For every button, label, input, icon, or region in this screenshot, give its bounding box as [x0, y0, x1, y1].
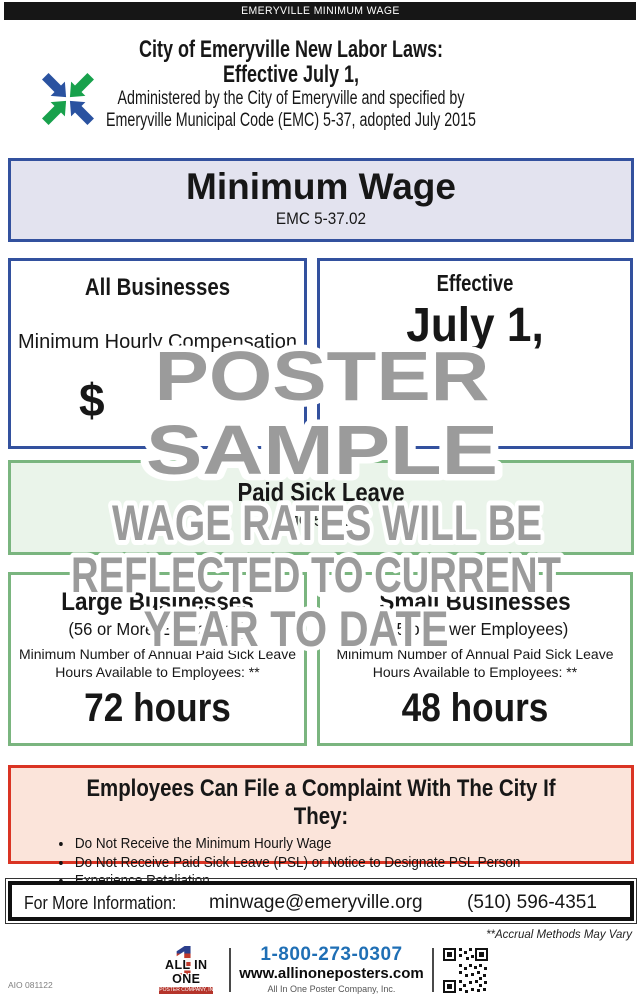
top-title-bar: EMERYVILLE MINIMUM WAGE	[4, 2, 636, 20]
footer-divider	[431, 948, 434, 992]
small-businesses-box: Small Businesses (55 or Fewer Employees)…	[317, 572, 633, 746]
complaint-bullet: Do Not Receive the Minimum Hourly Wage	[73, 835, 592, 854]
emeryville-logo-icon	[42, 73, 94, 125]
header-subtitle-line1: Administered by the City of Emeryville a…	[117, 88, 465, 109]
small-businesses-title: Small Businesses	[379, 588, 571, 616]
effective-date-box: Effective July 1,	[317, 258, 633, 449]
more-information-bar: For More Information: minwage@emeryville…	[5, 878, 637, 924]
psl-hours-label-line2: Hours Available to Employees: **	[55, 664, 260, 680]
small-businesses-hours-value: 48 hours	[401, 686, 549, 730]
complaint-bullet: Do Not Receive Paid Sick Leave (PSL) or …	[73, 854, 592, 873]
minimum-wage-header-box: Minimum Wage EMC 5-37.02	[8, 158, 634, 242]
paid-sick-leave-code: EMC 5-37.03	[275, 511, 367, 530]
allinone-logo-banner: POSTER COMPANY, INC.	[159, 987, 214, 994]
small-businesses-subtitle: (55 or Fewer Employees)	[381, 619, 569, 639]
publisher-company: All In One Poster Company, Inc.	[267, 983, 396, 994]
minimum-wage-code: EMC 5-37.02	[275, 208, 367, 228]
top-bar-title: EMERYVILLE MINIMUM WAGE	[240, 5, 400, 17]
large-businesses-hours-value: 72 hours	[84, 686, 231, 730]
header-title-line1: City of Emeryville New Labor Laws:	[138, 36, 444, 63]
large-businesses-box: Large Businesses (56 or More Employees) …	[8, 572, 307, 746]
paid-sick-leave-title: Paid Sick Leave	[237, 477, 405, 507]
complaint-title: Employees Can File a Complaint With The …	[86, 775, 556, 830]
allinone-logo-text: ALL IN ONE	[165, 958, 208, 986]
footer-divider	[229, 948, 232, 992]
all-businesses-title: All Businesses	[84, 274, 231, 301]
paid-sick-leave-header-box: Paid Sick Leave EMC 5-37.03	[8, 460, 634, 555]
poster-sku: AIO 081122	[8, 980, 53, 990]
effective-label: Effective	[436, 270, 514, 296]
contact-phone: (510) 596-4351	[467, 892, 597, 913]
publisher-phone: 1-800-273-0307	[260, 943, 403, 965]
complaint-box: Employees Can File a Complaint With The …	[8, 765, 634, 889]
header-title-line2: Effective July 1,	[222, 61, 360, 88]
contact-email: minwage@emeryville.org	[209, 892, 423, 913]
publisher-footer: 1 ALL IN ONE POSTER COMPANY, INC. 1-800-…	[0, 939, 640, 996]
psl-hours-label-line2: Hours Available to Employees: **	[372, 664, 578, 680]
minimum-wage-title: Minimum Wage	[186, 166, 456, 207]
large-businesses-subtitle: (56 or More Employees)	[68, 619, 247, 639]
all-businesses-box: All Businesses Minimum Hourly Compensati…	[8, 258, 307, 449]
qr-code-icon	[441, 946, 489, 994]
header-subtitle-line2: Emeryville Municipal Code (EMC) 5-37, ad…	[106, 110, 476, 131]
more-information-label: For More Information:	[24, 893, 177, 913]
effective-date: July 1,	[406, 299, 544, 352]
large-businesses-title: Large Businesses	[61, 588, 254, 616]
flag-one-icon: 1	[173, 936, 200, 988]
hourly-compensation-label: Minimum Hourly Compensation	[18, 331, 297, 353]
wage-amount-prefix: $	[79, 374, 105, 426]
psl-hours-label-line1: Minimum Number of Annual Paid Sick Leave	[336, 646, 614, 662]
allinone-logo: 1 ALL IN ONE POSTER COMPANY, INC.	[151, 939, 221, 995]
accrual-footnote: **Accrual Methods May Vary	[486, 929, 632, 941]
psl-hours-label-line1: Minimum Number of Annual Paid Sick Leave	[18, 646, 297, 662]
publisher-contact: 1-800-273-0307 www.allinoneposters.com A…	[239, 943, 424, 995]
publisher-website: www.allinoneposters.com	[239, 964, 424, 982]
